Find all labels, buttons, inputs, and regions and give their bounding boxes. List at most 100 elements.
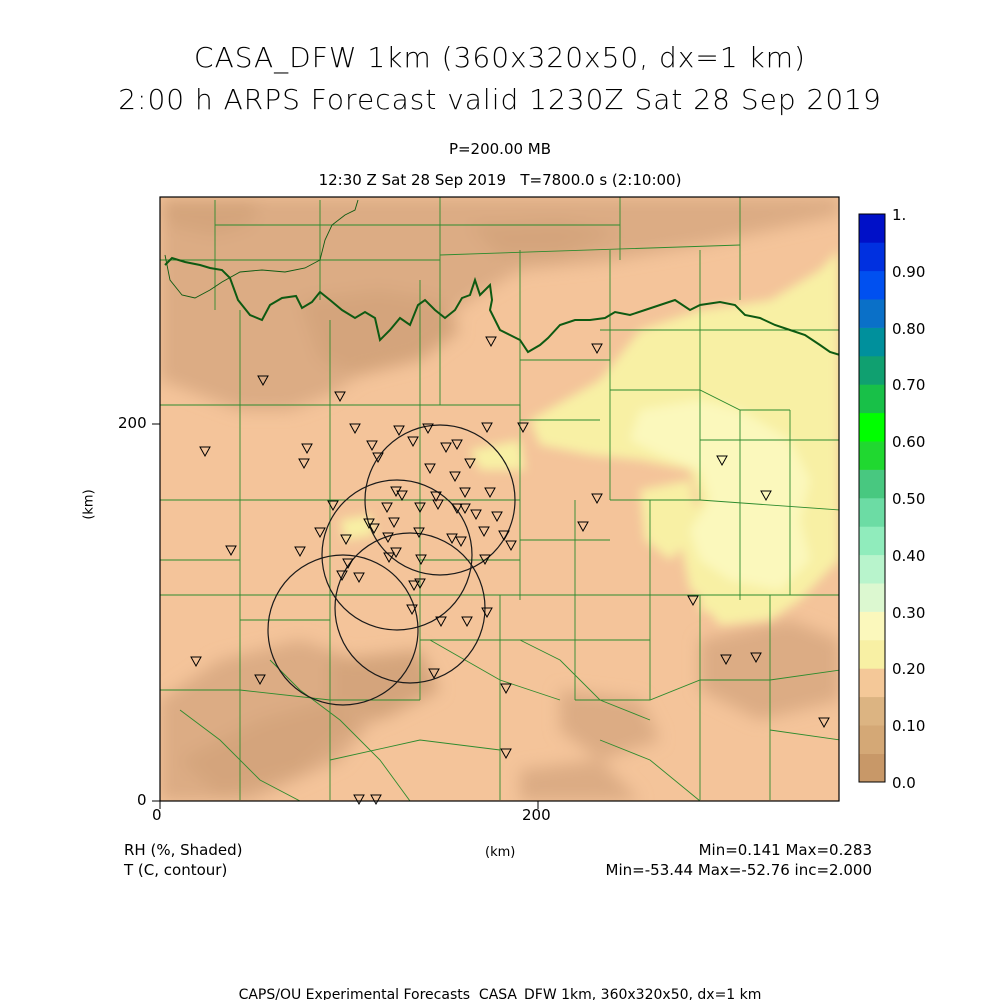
station-marker <box>505 540 517 552</box>
colorbar-label: 1. <box>892 206 907 224</box>
station-marker <box>459 487 471 499</box>
station-marker <box>383 552 395 564</box>
radar-ring <box>267 554 419 706</box>
station-marker <box>577 521 589 533</box>
rh-shading <box>160 197 839 801</box>
colorbar-swatch <box>859 356 885 385</box>
station-marker <box>451 439 463 451</box>
colorbar-label: 0.80 <box>892 319 926 338</box>
station-marker <box>254 674 266 686</box>
station-marker <box>481 422 493 434</box>
station-marker <box>368 523 380 535</box>
station-marker <box>314 527 326 539</box>
colorbar-swatch <box>859 583 885 612</box>
station-marker <box>716 455 728 467</box>
station-marker <box>430 491 442 503</box>
station-marker <box>413 527 425 539</box>
county-boundaries <box>160 197 839 801</box>
station-marker <box>199 446 211 458</box>
station-marker <box>479 554 491 566</box>
colorbar-label: 0.70 <box>892 376 926 395</box>
station-marker <box>464 458 476 470</box>
station-marker <box>440 442 452 454</box>
station-marker <box>294 546 306 558</box>
colorbar-swatch <box>859 611 885 641</box>
station-marker <box>478 526 490 538</box>
station-marker <box>336 570 348 582</box>
contour-field-stats: Min=-53.44 Max=-52.76 inc=2.000 <box>605 861 872 879</box>
state-boundary <box>164 199 839 356</box>
colorbar-label: 0.50 <box>892 490 926 508</box>
colorbar-swatch <box>859 554 885 584</box>
y-tick-label: 0 <box>137 791 147 809</box>
station-marker <box>396 490 408 502</box>
station-marker <box>366 440 378 452</box>
station-marker <box>451 503 463 515</box>
colorbar-swatch <box>859 384 885 414</box>
station-marker <box>349 423 361 435</box>
station-marker <box>446 533 458 545</box>
station-marker <box>687 595 699 607</box>
station-marker <box>225 545 237 557</box>
x-tick-label: 200 <box>522 806 551 824</box>
station-marker <box>591 343 603 355</box>
station-marker <box>485 336 497 348</box>
colorbar-swatch <box>859 412 885 442</box>
station-marker <box>393 425 405 437</box>
colorbar-swatch <box>859 498 885 527</box>
contour-field-label: T (C, contour) <box>124 861 228 879</box>
colorbar <box>858 213 886 783</box>
plot-title-line2: 2:00 h ARPS Forecast valid 1230Z Sat 28 … <box>118 83 882 116</box>
colorbar-swatch <box>859 526 885 556</box>
colorbar-swatch <box>859 469 885 499</box>
station-marker <box>428 668 440 680</box>
station-marker <box>435 616 447 628</box>
y-tick-label: 200 <box>118 414 147 432</box>
x-axis-unit: (km) <box>485 845 516 860</box>
colorbar-label: 0.60 <box>892 433 926 452</box>
station-marker <box>481 607 493 619</box>
plot-title-line1: CASA_DFW 1km (360x320x50, dx=1 km) <box>194 41 806 74</box>
station-marker <box>422 423 434 435</box>
station-marker <box>408 580 420 592</box>
station-marker <box>720 654 732 666</box>
colorbar-swatch <box>859 327 885 357</box>
pressure-level: P=200.00 MB <box>448 140 552 158</box>
station-marker <box>760 490 772 502</box>
station-marker <box>407 436 419 448</box>
station-marker <box>257 375 269 387</box>
radar-ring <box>364 424 516 576</box>
station-marker <box>449 471 461 483</box>
station-marker <box>353 572 365 584</box>
axis-ticks <box>152 423 539 809</box>
station-marker <box>406 604 418 616</box>
station-marker <box>591 493 603 505</box>
colorbar-swatch <box>859 214 885 243</box>
colorbar-swatch <box>859 753 885 783</box>
station-marker <box>415 554 427 566</box>
shaded-field-stats: Min=0.141 Max=0.283 <box>698 841 872 859</box>
station-marker <box>414 578 426 590</box>
station-marker <box>432 499 444 511</box>
station-marker <box>370 794 382 806</box>
station-marker <box>517 422 529 434</box>
colorbar-label: 0.20 <box>892 660 926 679</box>
credit-footer: CAPS/OU Experimental Forecasts CASA_DFW … <box>238 987 762 1000</box>
station-marker <box>190 656 202 668</box>
station-marker <box>382 532 394 544</box>
station-marker <box>353 794 365 806</box>
radar-ring <box>321 479 473 631</box>
station-marker <box>414 502 426 514</box>
station-marker <box>327 500 339 512</box>
colorbar-swatch <box>859 270 885 300</box>
station-marker <box>381 502 393 514</box>
station-marker <box>470 509 482 521</box>
colorbar-label: 0.30 <box>892 603 926 622</box>
station-marker <box>455 536 467 548</box>
station-marker <box>498 530 510 542</box>
station-marker <box>500 748 512 760</box>
colorbar-swatch <box>859 696 885 726</box>
station-markers <box>190 336 830 806</box>
